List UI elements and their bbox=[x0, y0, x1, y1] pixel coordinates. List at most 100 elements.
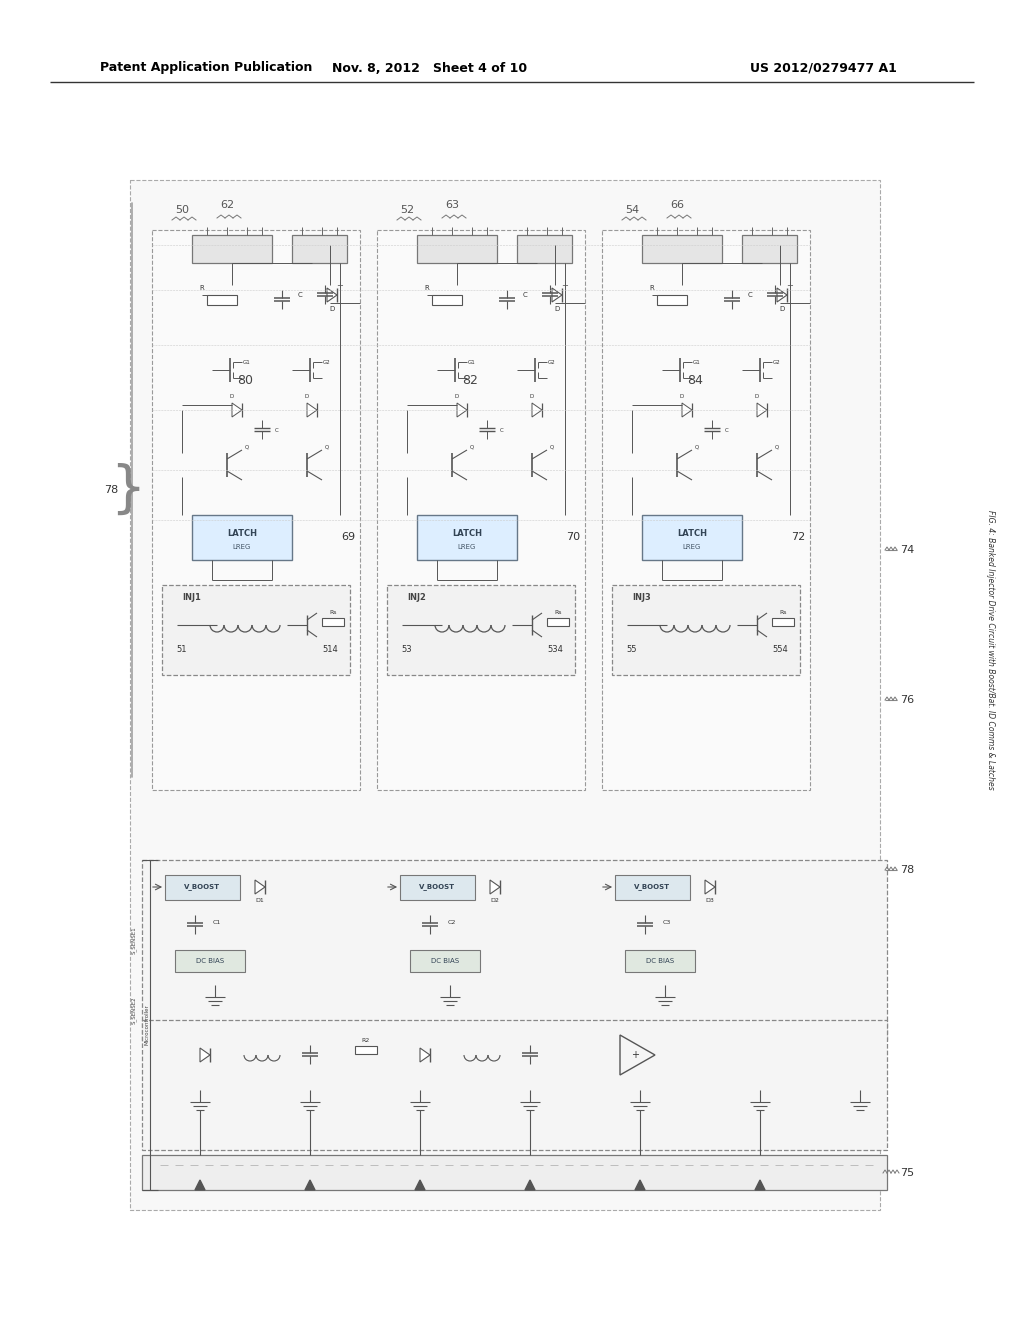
Text: 78: 78 bbox=[900, 865, 914, 875]
Bar bbox=[410, 950, 480, 972]
Text: DC BIAS: DC BIAS bbox=[431, 958, 459, 964]
Text: 52: 52 bbox=[400, 205, 414, 215]
Text: Rs: Rs bbox=[554, 610, 562, 615]
Polygon shape bbox=[777, 288, 787, 302]
Polygon shape bbox=[635, 1180, 645, 1191]
Text: D: D bbox=[680, 393, 684, 399]
Text: D: D bbox=[554, 306, 560, 312]
Text: INJ3: INJ3 bbox=[632, 593, 650, 602]
Polygon shape bbox=[682, 403, 692, 417]
Text: D: D bbox=[755, 393, 759, 399]
Text: LATCH: LATCH bbox=[227, 528, 257, 537]
Text: D: D bbox=[529, 393, 535, 399]
Text: 75: 75 bbox=[900, 1168, 914, 1177]
Text: 54: 54 bbox=[625, 205, 639, 215]
Text: 63: 63 bbox=[445, 201, 459, 210]
Bar bbox=[400, 875, 475, 900]
Text: 55: 55 bbox=[627, 645, 637, 655]
Polygon shape bbox=[552, 288, 562, 302]
Bar bbox=[657, 294, 687, 305]
Text: C: C bbox=[522, 292, 527, 298]
Polygon shape bbox=[457, 403, 467, 417]
Text: 74: 74 bbox=[900, 545, 914, 554]
Text: LATCH: LATCH bbox=[677, 528, 707, 537]
Text: Microcontroller: Microcontroller bbox=[144, 1005, 150, 1045]
Text: LATCH: LATCH bbox=[452, 528, 482, 537]
Bar bbox=[432, 294, 462, 305]
Text: Q: Q bbox=[550, 445, 554, 450]
Text: D: D bbox=[305, 393, 309, 399]
Text: LREG: LREG bbox=[458, 544, 476, 550]
Bar bbox=[193, 235, 272, 263]
Bar bbox=[547, 618, 569, 626]
Text: G1: G1 bbox=[468, 359, 476, 364]
Polygon shape bbox=[305, 1180, 315, 1191]
Text: +: + bbox=[631, 1049, 639, 1060]
Text: 51: 51 bbox=[177, 645, 187, 655]
Bar bbox=[417, 235, 497, 263]
Bar bbox=[130, 180, 880, 1210]
Bar bbox=[207, 294, 237, 305]
Polygon shape bbox=[490, 880, 500, 894]
Text: Rs: Rs bbox=[330, 610, 337, 615]
Text: S_SENSE1: S_SENSE1 bbox=[131, 927, 137, 954]
Text: LREG: LREG bbox=[683, 544, 701, 550]
Text: FIG. 4: Banked Injector Drive Circuit with Boost/Bat. ID Comms & Latches: FIG. 4: Banked Injector Drive Circuit wi… bbox=[985, 510, 994, 789]
Text: 514: 514 bbox=[323, 645, 338, 655]
Bar bbox=[165, 875, 240, 900]
Text: C: C bbox=[725, 428, 729, 433]
Bar bbox=[152, 230, 360, 789]
Text: C2: C2 bbox=[447, 920, 456, 925]
Text: R: R bbox=[425, 285, 429, 290]
Bar bbox=[517, 235, 572, 263]
Bar bbox=[355, 1045, 377, 1053]
Bar bbox=[602, 230, 810, 789]
Bar bbox=[772, 618, 794, 626]
Text: +: + bbox=[786, 281, 794, 289]
Polygon shape bbox=[195, 1180, 205, 1191]
Text: INJ1: INJ1 bbox=[182, 593, 201, 602]
Bar bbox=[625, 950, 695, 972]
Polygon shape bbox=[525, 1180, 535, 1191]
Bar bbox=[387, 585, 575, 675]
Text: 76: 76 bbox=[900, 696, 914, 705]
Polygon shape bbox=[200, 1048, 210, 1063]
Text: }: } bbox=[111, 463, 145, 517]
Text: D: D bbox=[229, 393, 234, 399]
Text: D: D bbox=[330, 306, 335, 312]
Text: +: + bbox=[561, 281, 568, 289]
Bar bbox=[142, 1155, 887, 1191]
Text: Q: Q bbox=[470, 445, 474, 450]
Text: V_BOOST: V_BOOST bbox=[634, 883, 670, 891]
Text: 534: 534 bbox=[547, 645, 563, 655]
Text: V_BOOST: V_BOOST bbox=[184, 883, 220, 891]
Text: D3: D3 bbox=[706, 898, 715, 903]
Bar bbox=[175, 950, 245, 972]
Bar bbox=[612, 585, 800, 675]
Text: 82: 82 bbox=[462, 374, 478, 387]
Text: Nov. 8, 2012   Sheet 4 of 10: Nov. 8, 2012 Sheet 4 of 10 bbox=[333, 62, 527, 74]
Text: Q: Q bbox=[245, 445, 249, 450]
Text: R: R bbox=[200, 285, 205, 290]
Text: C: C bbox=[275, 428, 279, 433]
Text: 84: 84 bbox=[687, 374, 702, 387]
Bar bbox=[642, 235, 722, 263]
Text: G1: G1 bbox=[243, 359, 251, 364]
Bar bbox=[142, 861, 887, 1040]
Bar bbox=[193, 515, 292, 560]
Text: G2: G2 bbox=[773, 359, 781, 364]
Text: G2: G2 bbox=[324, 359, 331, 364]
Bar bbox=[322, 618, 344, 626]
Polygon shape bbox=[232, 403, 242, 417]
Text: 69: 69 bbox=[341, 532, 355, 543]
Bar bbox=[417, 515, 517, 560]
Text: D2: D2 bbox=[490, 898, 500, 903]
Text: R2: R2 bbox=[361, 1038, 370, 1043]
Text: DC BIAS: DC BIAS bbox=[196, 958, 224, 964]
Polygon shape bbox=[532, 403, 542, 417]
Bar bbox=[377, 230, 585, 789]
Text: 78: 78 bbox=[103, 484, 118, 495]
Bar bbox=[615, 875, 690, 900]
Bar bbox=[742, 235, 797, 263]
Text: LREG: LREG bbox=[232, 544, 251, 550]
